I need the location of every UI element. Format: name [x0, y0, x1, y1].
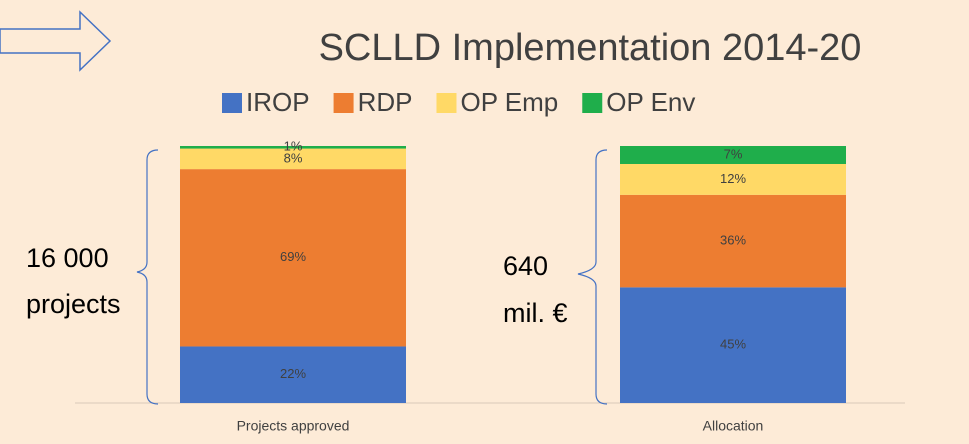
- bar-segment: [620, 287, 846, 403]
- value-label: 1%: [284, 139, 303, 154]
- bar-segment: [180, 148, 406, 170]
- annotation: mil. €: [503, 298, 568, 328]
- legend-swatch: [333, 93, 354, 113]
- arrow-shape: [0, 10, 112, 72]
- bar-segment: [180, 146, 406, 149]
- annotation: 640: [503, 251, 548, 281]
- legend-swatch: [222, 93, 242, 113]
- legend-label: RDP: [358, 87, 413, 117]
- brace: [136, 149, 159, 405]
- x-tick-label: Projects approved: [237, 418, 350, 434]
- bar-segment: [620, 194, 846, 288]
- bar-segment: [620, 163, 846, 195]
- chart-title: SCLLD Implementation 2014-20: [319, 27, 862, 69]
- bar-segment: [180, 346, 406, 403]
- value-label: 45%: [720, 337, 746, 352]
- legend-label: OP Env: [606, 87, 695, 117]
- bar-segment: [180, 169, 406, 347]
- value-label: 69%: [280, 249, 306, 264]
- value-label: 12%: [720, 171, 746, 186]
- legend-swatch: [436, 93, 457, 113]
- annotation: projects: [26, 289, 121, 319]
- legend-label: OP Emp: [460, 87, 558, 117]
- value-label: 36%: [720, 233, 746, 248]
- value-label: 8%: [284, 150, 303, 165]
- bar-segment: [620, 146, 846, 164]
- legend-label: IROP: [246, 87, 310, 117]
- brace: [577, 149, 608, 405]
- x-tick-label: Allocation: [703, 418, 764, 434]
- value-label: 7%: [724, 146, 743, 161]
- value-label: 22%: [280, 366, 306, 381]
- annotation: 16 000: [26, 243, 109, 273]
- legend-swatch: [582, 93, 603, 113]
